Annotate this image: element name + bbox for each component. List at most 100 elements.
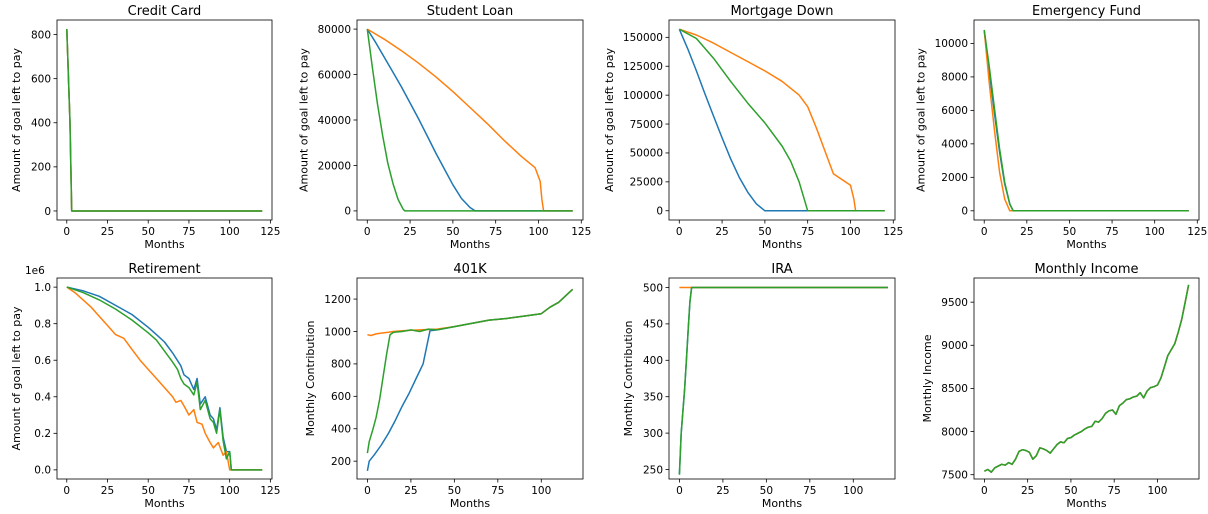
y-tick-label: 7500	[941, 469, 968, 481]
x-tick-label: 75	[182, 226, 195, 238]
x-tick-label: 125	[883, 226, 903, 238]
x-tick-label: 100	[528, 226, 548, 238]
y-tick-label: 125000	[623, 61, 663, 73]
y-tick-label: 450	[643, 319, 663, 331]
y-tick-label: 8500	[941, 383, 968, 395]
series-line-1	[366, 288, 574, 472]
y-tick-label: 0.0	[34, 465, 51, 477]
y-axis-label: Monthly Contribution	[304, 321, 317, 437]
x-tick-label: 25	[403, 226, 416, 238]
y-axis-label: Amount of goal left to pay	[298, 48, 311, 192]
chart-title: Credit Card	[128, 4, 202, 19]
axis-offset-text: 1e6	[25, 265, 45, 277]
y-tick-label: 200	[31, 162, 51, 174]
x-tick-label: 0	[981, 226, 988, 238]
x-tick-label: 25	[715, 226, 728, 238]
x-tick-label: 25	[1021, 485, 1034, 497]
plot-frame	[356, 277, 584, 480]
y-tick-label: 150000	[623, 32, 663, 44]
chart-title: Retirement	[128, 262, 200, 277]
x-tick-label: 75	[803, 485, 816, 497]
y-tick-label: 400	[643, 355, 663, 367]
chart-title: Monthly Income	[1034, 262, 1138, 277]
series-line-1	[984, 284, 1190, 473]
chart-title: 401K	[453, 262, 487, 277]
x-tick-label: 50	[758, 226, 771, 238]
plot-frame	[973, 19, 1200, 221]
y-tick-label: 1200	[324, 294, 351, 306]
y-tick-label: 9500	[941, 297, 968, 309]
y-tick-label: 75000	[630, 119, 663, 131]
plot-frame	[356, 19, 584, 221]
x-tick-label: 0	[676, 485, 683, 497]
x-tick-label: 25	[101, 485, 114, 497]
y-tick-label: 50000	[630, 148, 663, 160]
y-tick-label: 100000	[623, 90, 663, 102]
x-tick-label: 100	[843, 485, 863, 497]
y-tick-label: 10000	[935, 38, 968, 50]
y-axis-label: Amount of goal left to pay	[603, 48, 616, 192]
x-tick-label: 125	[1187, 226, 1207, 238]
x-tick-label: 125	[571, 226, 591, 238]
plot-frame	[668, 19, 896, 221]
y-tick-label: 80000	[318, 24, 351, 36]
series-line-3	[678, 286, 888, 475]
series-line-3	[678, 28, 885, 212]
y-tick-label: 0	[656, 206, 663, 218]
y-tick-label: 800	[31, 29, 51, 41]
y-tick-label: 0.6	[34, 355, 51, 367]
y-axis-label: Monthly Contribution	[622, 321, 635, 437]
x-tick-label: 50	[1064, 485, 1077, 497]
x-tick-label: 25	[716, 485, 729, 497]
y-tick-label: 250	[643, 464, 663, 476]
y-tick-label: 25000	[630, 177, 663, 189]
y-tick-label: 1.0	[34, 282, 51, 294]
x-tick-label: 125	[260, 226, 280, 238]
series-line-2	[679, 28, 885, 212]
x-tick-label: 75	[182, 485, 195, 497]
plot-frame	[668, 277, 896, 480]
x-tick-label: 125	[260, 485, 280, 497]
series-line-3	[984, 284, 1190, 473]
y-tick-label: 8000	[941, 72, 968, 84]
x-tick-label: 75	[801, 226, 814, 238]
y-tick-label: 0.2	[34, 428, 51, 440]
chart-title: Mortgage Down	[730, 4, 833, 19]
y-tick-label: 20000	[318, 160, 351, 172]
series-line-2	[66, 286, 263, 471]
subplot-1: 0 25 50 75 100 125 0 200 400 600 800 Credit Card Mon…	[10, 4, 280, 251]
y-tick-label: 400	[31, 118, 51, 130]
series-line-2	[66, 28, 263, 212]
x-tick-label: 25	[101, 226, 114, 238]
subplot-5: 0 25 50 75 100 125 0.0 0.2 0.4 0.6 0.8 1.0 Retiremen…	[10, 262, 280, 510]
x-axis-label: Months	[450, 497, 490, 510]
chart-title: Student Loan	[427, 4, 513, 19]
x-tick-label: 50	[760, 485, 773, 497]
series-line-3	[366, 288, 574, 454]
x-tick-label: 0	[981, 485, 988, 497]
y-tick-label: 600	[331, 391, 351, 403]
x-axis-label: Months	[1066, 497, 1106, 510]
x-tick-label: 0	[63, 226, 70, 238]
x-tick-label: 0	[364, 485, 371, 497]
x-tick-label: 0	[364, 226, 371, 238]
x-tick-label: 25	[1020, 226, 1033, 238]
y-axis-label: Amount of goal left to pay	[915, 48, 928, 192]
plot-frame	[56, 19, 273, 221]
x-axis-label: Months	[144, 497, 184, 510]
y-tick-label: 600	[31, 73, 51, 85]
plot-frame	[973, 277, 1200, 480]
series-line-3	[983, 29, 1189, 212]
y-tick-label: 1000	[324, 326, 351, 338]
x-tick-label: 100	[1147, 485, 1167, 497]
x-axis-label: Months	[450, 238, 490, 251]
x-tick-label: 50	[448, 485, 461, 497]
series-line-3	[66, 286, 263, 471]
y-tick-label: 60000	[318, 69, 351, 81]
x-tick-label: 75	[1108, 485, 1121, 497]
y-tick-label: 4000	[941, 139, 968, 151]
series-line-3	[366, 29, 573, 212]
y-tick-label: 8000	[941, 426, 968, 438]
y-tick-label: 400	[331, 424, 351, 436]
